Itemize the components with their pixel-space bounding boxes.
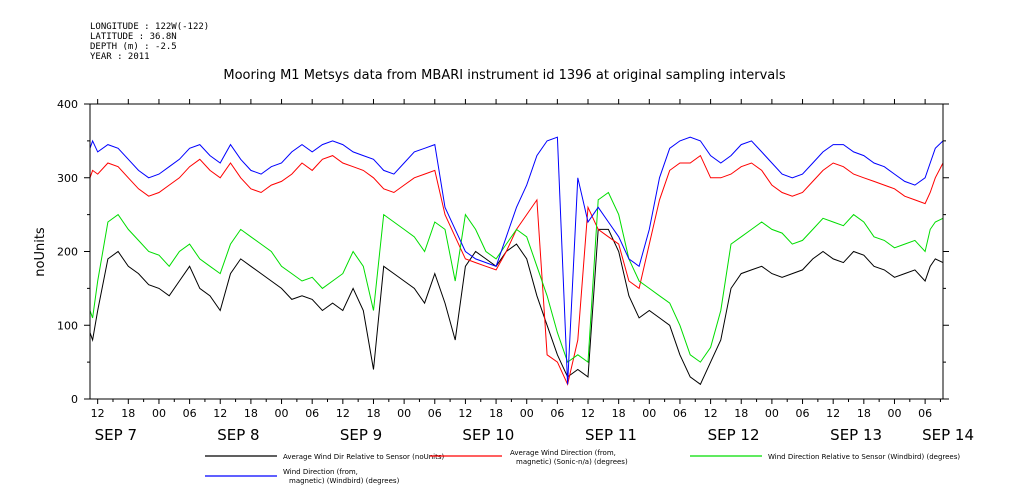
x-tick-label: 06 bbox=[305, 407, 319, 420]
x-tick-label: 06 bbox=[796, 407, 810, 420]
x-tick-label: 12 bbox=[458, 407, 472, 420]
legend-label-line: Wind Direction (from, bbox=[283, 468, 358, 476]
x-day-label: SEP 13 bbox=[830, 426, 882, 444]
x-tick-label: 00 bbox=[152, 407, 166, 420]
x-day-label: SEP 10 bbox=[462, 426, 514, 444]
axes-layer: 0 100 200 300 400 12 18 00 06 12 18 00 06 12 18 00 06 12 1… bbox=[57, 98, 974, 444]
x-tick-label: 00 bbox=[520, 407, 534, 420]
x-tick-label: 12 bbox=[213, 407, 227, 420]
longitude-text: LONGITUDE : 122W(-122) bbox=[90, 22, 210, 32]
series-line-4 bbox=[89, 136, 944, 385]
series-line-1 bbox=[89, 228, 944, 386]
x-day-label: SEP 12 bbox=[708, 426, 760, 444]
x-tick-label: 18 bbox=[612, 407, 626, 420]
plot-frame bbox=[89, 103, 944, 400]
chart-title: Mooring M1 Metsys data from MBARI instru… bbox=[223, 68, 786, 83]
legend-label-3: Wind Direction Relative to Sensor (Windb… bbox=[768, 453, 960, 461]
legend-label-2: Average Wind Direction (from, magnetic) (… bbox=[510, 449, 628, 466]
x-tick-label: 06 bbox=[673, 407, 687, 420]
legend-label-line: Average Wind Direction (from, bbox=[510, 449, 616, 457]
legend-label-line: magnetic) (Windbird) (degrees) bbox=[289, 477, 400, 485]
x-tick-label: 12 bbox=[91, 407, 105, 420]
x-day-label: SEP 14 bbox=[922, 426, 974, 444]
x-day-label: SEP 7 bbox=[95, 426, 137, 444]
x-tick-label: 12 bbox=[826, 407, 840, 420]
x-tick-label: 12 bbox=[581, 407, 595, 420]
x-tick-label: 00 bbox=[397, 407, 411, 420]
x-tick-label: 06 bbox=[428, 407, 442, 420]
x-tick-label: 18 bbox=[489, 407, 503, 420]
x-tick-label: 18 bbox=[244, 407, 258, 420]
y-tick-label: 100 bbox=[57, 319, 78, 332]
metadata-block: LONGITUDE : 122W(-122) LATITUDE : 36.8N … bbox=[90, 22, 209, 62]
x-tick-label: 00 bbox=[887, 407, 901, 420]
legend-label-1: Average Wind Dir Relative to Sensor (noU… bbox=[283, 453, 444, 461]
x-day-label: SEP 8 bbox=[217, 426, 259, 444]
x-tick-label: 06 bbox=[183, 407, 197, 420]
legend-label-line: magnetic) (Sonic-n/a) (degrees) bbox=[516, 458, 628, 466]
year-text: YEAR : 2011 bbox=[90, 52, 150, 62]
y-tick-label: 0 bbox=[71, 393, 78, 406]
series-line-2 bbox=[89, 154, 944, 386]
y-axis-label: noUnits bbox=[33, 227, 48, 277]
legend-layer: Average Wind Dir Relative to Sensor (noU… bbox=[205, 449, 960, 485]
y-tick-label: 400 bbox=[57, 98, 78, 111]
x-tick-label: 12 bbox=[336, 407, 350, 420]
series-layer bbox=[89, 136, 944, 386]
x-tick-label: 00 bbox=[765, 407, 779, 420]
x-tick-label: 00 bbox=[275, 407, 289, 420]
x-day-label: SEP 9 bbox=[340, 426, 382, 444]
x-tick-label: 18 bbox=[857, 407, 871, 420]
x-tick-label: 18 bbox=[734, 407, 748, 420]
x-tick-label: 18 bbox=[121, 407, 135, 420]
y-tick-label: 200 bbox=[57, 246, 78, 259]
x-tick-label: 18 bbox=[366, 407, 380, 420]
depth-text: DEPTH (m) : -2.5 bbox=[90, 42, 177, 52]
x-tick-label: 06 bbox=[550, 407, 564, 420]
latitude-text: LATITUDE : 36.8N bbox=[90, 32, 177, 42]
x-tick-label: 06 bbox=[918, 407, 932, 420]
y-tick-label: 300 bbox=[57, 172, 78, 185]
series-line-3 bbox=[89, 191, 944, 364]
x-day-label: SEP 11 bbox=[585, 426, 637, 444]
legend-label-4: Wind Direction (from, magnetic) (Windbird… bbox=[283, 468, 400, 485]
x-tick-label: 12 bbox=[704, 407, 718, 420]
x-tick-label: 00 bbox=[642, 407, 656, 420]
